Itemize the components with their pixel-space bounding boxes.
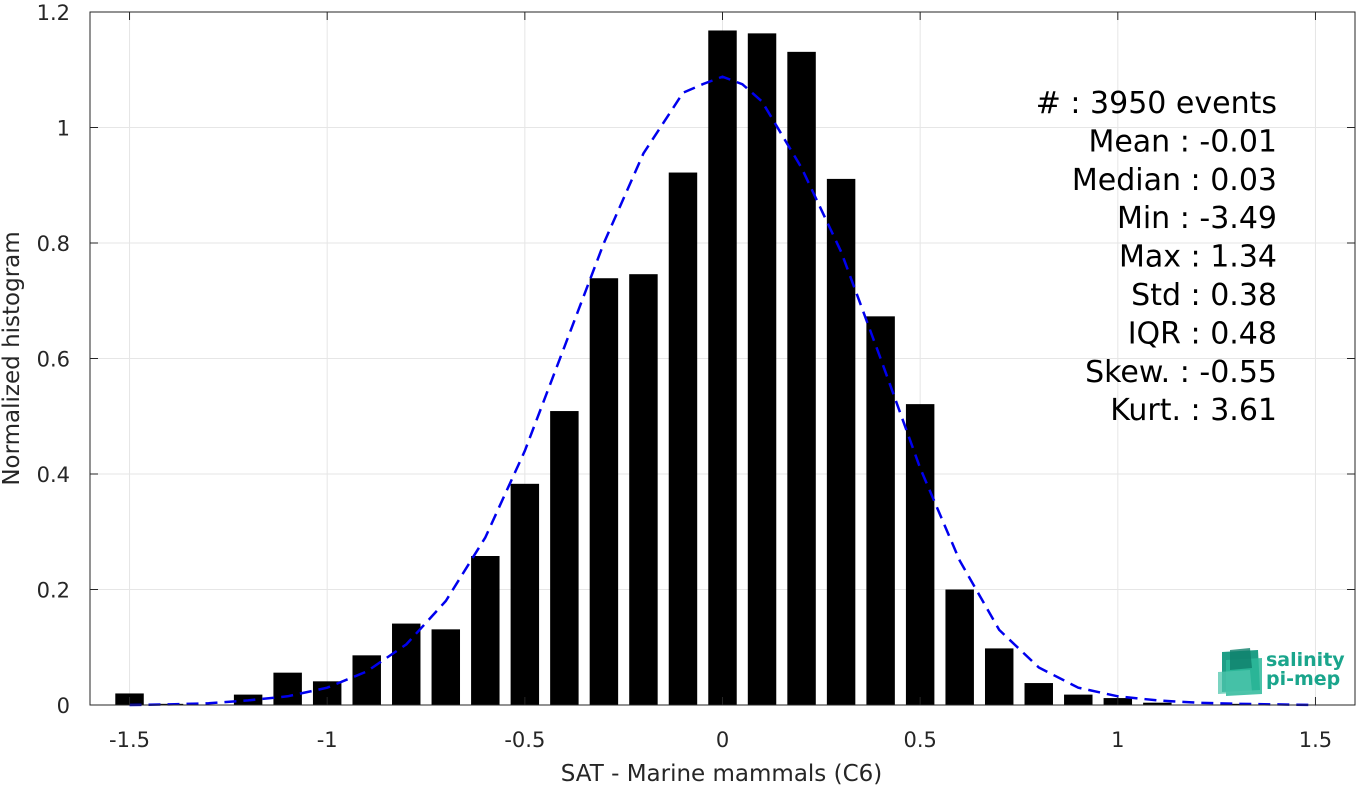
histogram-bar-21	[945, 589, 974, 705]
y-tick-label-6: 1.2	[37, 1, 70, 25]
x-tick-label-6: 1.5	[1299, 728, 1332, 752]
y-axis-label: Normalized histogram	[0, 231, 25, 485]
histogram-bar-4	[273, 672, 302, 705]
histogram-bar-18	[826, 178, 856, 705]
stat-line-8: Kurt. : 3.61	[1110, 393, 1277, 428]
stat-line-7: Skew. : -0.55	[1085, 355, 1277, 390]
x-tick-label-4: 0.5	[903, 728, 936, 752]
stat-line-6: IQR : 0.48	[1128, 316, 1277, 351]
histogram-bar-23	[1024, 683, 1053, 705]
y-tick-label-0: 0	[57, 694, 70, 718]
histogram-bar-14	[668, 172, 698, 706]
histogram-bar-15	[708, 30, 737, 706]
histogram-bar-19	[866, 316, 895, 705]
stat-line-0: # : 3950 events	[1036, 86, 1277, 121]
fit-curve	[129, 75, 1316, 707]
stat-line-2: Median : 0.03	[1072, 163, 1277, 198]
x-tick-label-1: -1	[317, 728, 338, 752]
histogram-bar-26	[1143, 702, 1172, 705]
histogram-bar-7	[392, 623, 421, 705]
y-tick-label-4: 0.8	[37, 232, 70, 256]
fit-curve-line	[129, 75, 1316, 707]
stat-line-4: Max : 1.34	[1119, 240, 1277, 275]
histogram-bar-8	[431, 629, 461, 705]
histogram-bar-5	[312, 681, 342, 705]
logo-text-pimep: pi-mep	[1266, 668, 1340, 690]
histogram-bar-28	[1222, 703, 1251, 705]
histogram-bar-16	[747, 33, 777, 706]
x-axis-ticks: -1.5 -1 -0.5 0 0.5 1 1.5	[109, 12, 1332, 752]
y-tick-label-1: 0.2	[37, 579, 70, 603]
stat-line-5: Std : 0.38	[1131, 278, 1277, 313]
histogram-bar-6	[352, 655, 381, 705]
histogram-bar-20	[905, 404, 935, 705]
histogram-bar-9	[471, 556, 500, 705]
x-tick-label-3: 0	[716, 728, 729, 752]
logo-text-salinity: salinity	[1266, 649, 1345, 671]
histogram-bar-17	[787, 51, 816, 706]
histogram-bar-10	[510, 483, 540, 705]
histogram-bar-12	[589, 278, 619, 705]
y-tick-label-3: 0.6	[37, 348, 70, 372]
x-tick-label-5: 1	[1111, 728, 1124, 752]
salinity-pimep-logo: salinity pi-mep	[1218, 648, 1345, 696]
y-axis-ticks: 0 0.2 0.4 0.6 0.8 1 1.2	[37, 1, 1355, 718]
stat-line-1: Mean : -0.01	[1088, 124, 1277, 159]
y-tick-label-2: 0.4	[37, 463, 70, 487]
histogram-bar-24	[1064, 694, 1093, 705]
histogram-bar-13	[629, 274, 658, 705]
histogram-bar-11	[550, 411, 579, 705]
x-tick-label-2: -0.5	[504, 728, 545, 752]
logo-icon	[1218, 648, 1262, 696]
stat-line-3: Min : -3.49	[1117, 201, 1277, 236]
x-axis-label: SAT - Marine mammals (C6)	[561, 761, 883, 785]
x-tick-label-0: -1.5	[109, 728, 150, 752]
histogram-bar-22	[984, 648, 1014, 705]
y-tick-label-5: 1	[57, 117, 70, 141]
histogram-bars	[115, 30, 1251, 706]
